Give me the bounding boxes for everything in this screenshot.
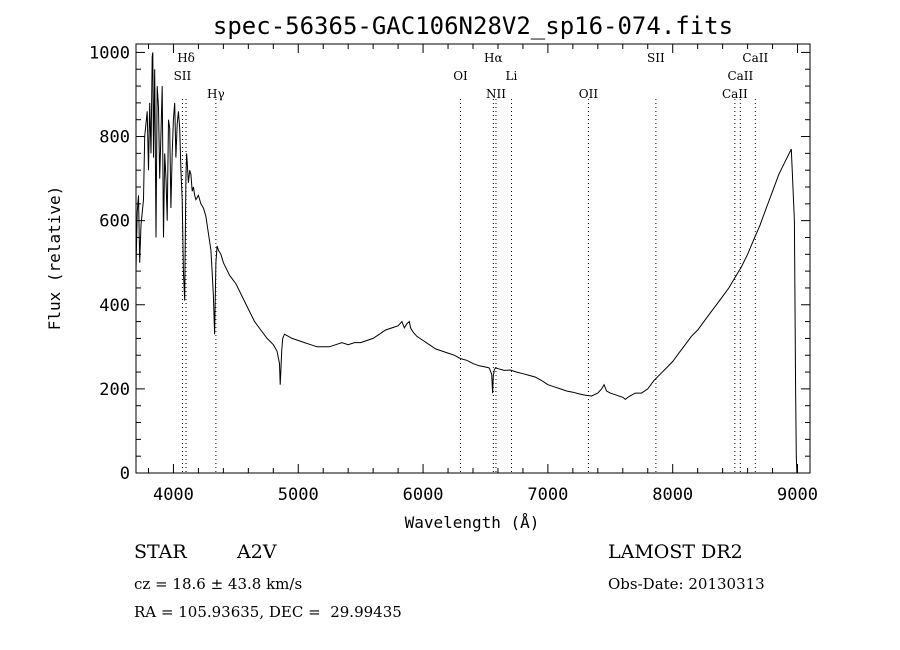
chart-title: spec-56365-GAC106N28V2_sp16-074.fits [213, 12, 733, 40]
object-class: STAR [134, 541, 187, 563]
y-axis-label: Flux (relative) [45, 186, 64, 331]
x-tick-label: 6000 [403, 485, 444, 505]
x-tick-label: 5000 [278, 485, 319, 505]
coordinates: RA = 105.93635, DEC = 29.99435 [134, 603, 402, 621]
spectral-line-label: OII [579, 87, 599, 101]
x-tick-labels: 4000 5000 6000 7000 8000 9000 [153, 485, 818, 505]
redshift-info: cz = 18.6 ± 43.8 km/s [134, 575, 303, 593]
object-subclass: A2V [237, 541, 277, 563]
spectral-line-label: Hγ [207, 87, 225, 101]
obs-date: Obs-Date: 20130313 [608, 575, 765, 593]
x-axis-label: Wavelength (Å) [405, 513, 540, 532]
spectral-line-label: Hα [484, 51, 503, 65]
x-tick-label: 8000 [652, 485, 693, 505]
x-tick-label: 4000 [153, 485, 194, 505]
y-tick-label: 0 [120, 464, 130, 484]
spectrum-line [135, 52, 798, 474]
y-tick-label: 200 [99, 380, 130, 400]
y-tick-label: 400 [99, 296, 130, 316]
spectral-line-label: SII [647, 51, 665, 65]
minor-ticks [136, 44, 810, 473]
spectral-line-label: Li [506, 69, 518, 83]
spectral-line-label: SII [174, 69, 192, 83]
spectral-line-label: OI [453, 69, 468, 83]
y-tick-label: 1000 [89, 43, 130, 63]
spectral-line-label: Hδ [177, 51, 195, 65]
x-tick-label: 7000 [527, 485, 568, 505]
y-tick-label: 600 [99, 212, 130, 232]
major-ticks [136, 44, 810, 474]
spectral-line-label: CaII [727, 69, 753, 83]
spectral-line-label: CaII [722, 87, 748, 101]
spectral-line-label: NII [486, 87, 506, 101]
y-tick-labels: 0 200 400 600 800 1000 [89, 43, 130, 484]
spectral-line-label: CaII [742, 51, 768, 65]
plot-frame [135, 43, 811, 474]
survey-name: LAMOST DR2 [608, 541, 743, 563]
x-tick-label: 9000 [777, 485, 818, 505]
y-tick-label: 800 [99, 128, 130, 148]
